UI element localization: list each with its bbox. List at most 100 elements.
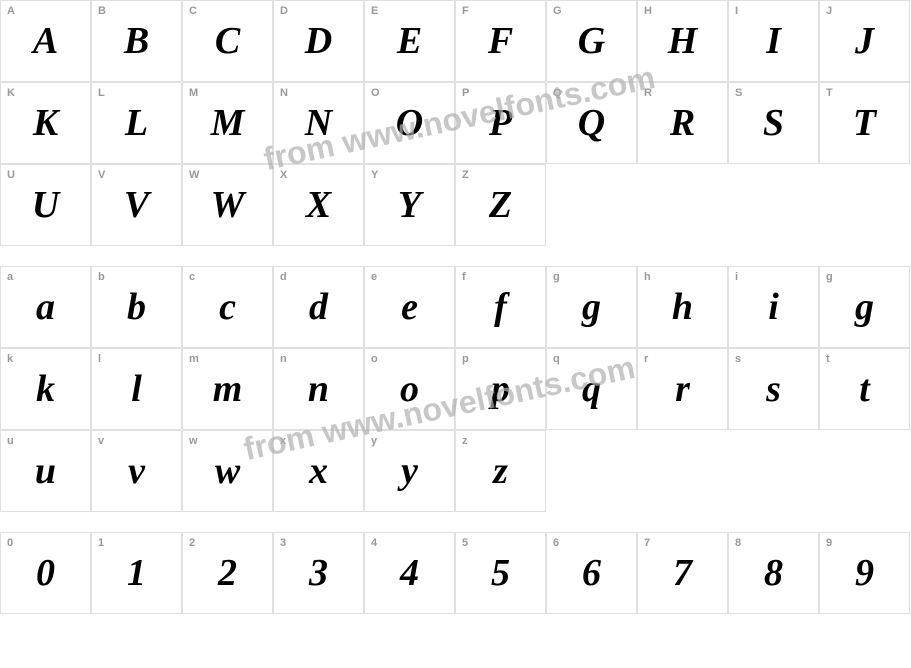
glyph-label: w [189,435,198,447]
glyph-display: 8 [764,551,783,595]
glyph-label: c [189,271,195,283]
glyph-display: 1 [127,551,146,595]
glyph-label: W [189,169,199,181]
glyph-label: 0 [7,537,13,549]
glyph-cell: 33 [273,532,364,614]
glyph-cell: 99 [819,532,910,614]
glyph-display: 4 [400,551,419,595]
glyph-display: A [33,19,58,63]
glyph-cell: kk [0,348,91,430]
glyph-label: A [7,5,15,17]
glyph-display: v [128,449,145,493]
glyph-display: 0 [36,551,55,595]
glyph-row: KKLLMMNNOOPPQQRRSSTT [0,82,911,164]
glyph-label: g [826,271,833,283]
glyph-display: S [763,101,784,145]
glyph-label: q [553,353,560,365]
glyph-label: u [7,435,14,447]
glyph-cell: ll [91,348,182,430]
glyph-cell: GG [546,0,637,82]
glyph-cell: CC [182,0,273,82]
glyph-label: h [644,271,651,283]
glyph-cell: MM [182,82,273,164]
glyph-label: R [644,87,652,99]
glyph-cell: hh [637,266,728,348]
glyph-cell: zz [455,430,546,512]
glyph-label: g [553,271,560,283]
glyph-cell: oo [364,348,455,430]
glyph-display: t [859,367,870,411]
glyph-display: H [668,19,698,63]
glyph-display: U [32,183,59,227]
glyph-label: H [644,5,652,17]
glyph-label: o [371,353,378,365]
glyph-display: Y [398,183,421,227]
glyph-cell: xx [273,430,364,512]
glyph-cell: 00 [0,532,91,614]
glyph-display: l [131,367,142,411]
glyph-cell: yy [364,430,455,512]
glyph-cell: aa [0,266,91,348]
glyph-label: t [826,353,830,365]
glyph-row: UUVVWWXXYYZZ [0,164,911,246]
glyph-cell: ee [364,266,455,348]
glyph-cell: II [728,0,819,82]
glyph-cell: WW [182,164,273,246]
glyph-display: T [853,101,876,145]
glyph-cell: ww [182,430,273,512]
glyph-label: f [462,271,466,283]
glyph-display: 2 [218,551,237,595]
glyph-label: v [98,435,104,447]
glyph-label: l [98,353,101,365]
glyph-cell: OO [364,82,455,164]
glyph-cell: JJ [819,0,910,82]
glyph-label: V [98,169,105,181]
glyph-label: 9 [826,537,832,549]
glyph-cell: QQ [546,82,637,164]
glyph-cell: qq [546,348,637,430]
glyph-label: M [189,87,198,99]
glyph-display: p [491,367,510,411]
glyph-cell: HH [637,0,728,82]
glyph-display: r [675,367,690,411]
glyph-cell: pp [455,348,546,430]
font-chart: AABBCCDDEEFFGGHHIIJJKKLLMMNNOOPPQQRRSSTT… [0,0,911,614]
glyph-label: E [371,5,378,17]
glyph-display: x [309,449,328,493]
glyph-cell: ZZ [455,164,546,246]
glyph-label: X [280,169,287,181]
glyph-display: u [35,449,56,493]
glyph-cell: NN [273,82,364,164]
glyph-cell: VV [91,164,182,246]
glyph-display: w [215,449,240,493]
glyph-label: e [371,271,377,283]
glyph-row: aabbccddeeffgghhiigg [0,266,911,348]
glyph-label: L [98,87,105,99]
glyph-display: Z [489,183,512,227]
glyph-cell: mm [182,348,273,430]
glyph-cell: FF [455,0,546,82]
glyph-cell: ff [455,266,546,348]
glyph-label: n [280,353,287,365]
glyph-display: 5 [491,551,510,595]
glyph-cell: dd [273,266,364,348]
glyph-label: 6 [553,537,559,549]
glyph-cell: XX [273,164,364,246]
glyph-cell: gg [546,266,637,348]
glyph-cell: 88 [728,532,819,614]
glyph-display: E [397,19,422,63]
glyph-label: z [462,435,468,447]
glyph-display: 3 [309,551,328,595]
glyph-display: 9 [855,551,874,595]
section-lowercase: aabbccddeeffgghhiiggkkllmmnnooppqqrrsstt… [0,266,911,512]
glyph-cell: LL [91,82,182,164]
glyph-display: m [213,367,243,411]
glyph-display: N [305,101,332,145]
glyph-display: M [211,101,245,145]
glyph-label: S [735,87,742,99]
glyph-cell: AA [0,0,91,82]
glyph-cell: SS [728,82,819,164]
glyph-label: x [280,435,286,447]
glyph-display: I [766,19,781,63]
glyph-row: kkllmmnnooppqqrrsstt [0,348,911,430]
